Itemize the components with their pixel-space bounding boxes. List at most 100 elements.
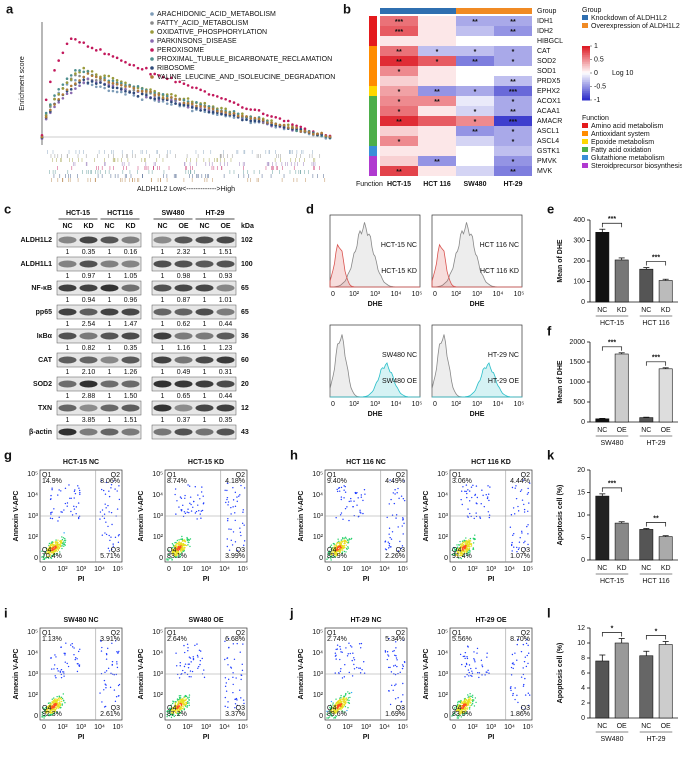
event-dot: [511, 550, 512, 551]
quant-value: 0.98: [177, 273, 191, 280]
event-dot: [398, 498, 399, 499]
event-dot: [176, 547, 177, 548]
event-dot: [225, 686, 226, 687]
gsea-point: [191, 86, 194, 89]
cell-label: **: [396, 119, 402, 126]
event-dot: [78, 518, 79, 519]
event-dot: [335, 655, 336, 656]
event-dot: [178, 699, 179, 700]
event-dot: [459, 701, 460, 702]
x-tick-label: KD: [661, 565, 671, 572]
gsea-point: [78, 41, 81, 44]
event-dot: [342, 549, 343, 550]
colorbar-label: 1: [594, 43, 598, 50]
cell-label: *: [474, 119, 477, 126]
event-dot: [512, 695, 513, 696]
event-dot: [471, 670, 472, 671]
event-dot: [236, 698, 237, 699]
band: [154, 237, 172, 244]
event-dot: [230, 513, 231, 514]
event-dot: [520, 491, 521, 492]
quant-value: 1: [108, 345, 112, 352]
event-dot: [528, 653, 529, 654]
function-title: Function: [356, 181, 383, 188]
event-dot: [118, 685, 119, 686]
event-dot: [523, 685, 524, 686]
event-dot: [462, 549, 463, 550]
event-dot: [343, 697, 344, 698]
event-dot: [78, 502, 79, 503]
event-dot: [351, 646, 352, 647]
event-dot: [489, 486, 490, 487]
band: [196, 357, 214, 364]
y-tick-label: 200: [573, 258, 585, 265]
event-dot: [511, 674, 512, 675]
event-dot: [181, 543, 182, 544]
event-dot: [337, 706, 338, 707]
event-dot: [335, 658, 336, 659]
event-dot: [489, 517, 490, 518]
event-dot: [57, 668, 58, 669]
event-dot: [72, 646, 73, 647]
x-tick-label: 10³: [361, 724, 372, 731]
event-dot: [345, 706, 346, 707]
lane-label: NC: [62, 223, 72, 230]
event-dot: [349, 703, 350, 704]
event-dot: [118, 651, 119, 652]
bar: [640, 529, 653, 560]
event-dot: [470, 699, 471, 700]
band: [101, 357, 119, 364]
event-dot: [462, 540, 463, 541]
event-dot: [53, 702, 54, 703]
gsea-point: [270, 115, 273, 118]
legend-swatch: [582, 131, 588, 136]
x-tick-label: 10⁴: [391, 291, 402, 298]
cell-label: *: [512, 49, 515, 56]
event-dot: [65, 642, 66, 643]
event-dot: [522, 499, 523, 500]
series-label: HCT 116 KD: [480, 268, 519, 275]
gsea-point: [233, 112, 236, 115]
y-tick-label: 0: [444, 555, 448, 562]
gsea-point: [78, 69, 81, 72]
gsea-point: [53, 98, 56, 101]
event-dot: [53, 707, 54, 708]
x-tick-label: 10⁵: [412, 291, 423, 298]
cell-label: *: [474, 109, 477, 116]
event-dot: [469, 693, 470, 694]
legend-label: Antioxidant system: [591, 131, 650, 138]
legend-label: Steroidprecursor biosynthesis: [591, 163, 682, 170]
gsea-point: [74, 72, 77, 75]
event-dot: [525, 657, 526, 658]
event-dot: [189, 546, 190, 547]
event-dot: [516, 547, 517, 548]
function-strip: [369, 136, 377, 146]
event-dot: [388, 547, 389, 548]
bar: [596, 419, 609, 422]
gsea-point: [141, 68, 144, 71]
event-dot: [231, 540, 232, 541]
x-tick-label: 10⁴: [379, 724, 390, 731]
gsea-point: [162, 97, 165, 100]
quant-value: 1.51: [219, 249, 233, 256]
bar: [659, 645, 672, 719]
event-dot: [465, 704, 466, 705]
legend-label: Glutathione metabolism: [591, 155, 665, 162]
event-dot: [60, 705, 61, 706]
band: [59, 237, 77, 244]
event-dot: [487, 485, 488, 486]
y-tick-label: 400: [573, 217, 585, 224]
quant-value: 1: [161, 297, 165, 304]
event-dot: [395, 665, 396, 666]
event-dot: [481, 660, 482, 661]
band: [196, 309, 214, 316]
event-dot: [359, 643, 360, 644]
event-dot: [476, 503, 477, 504]
gsea-point: [145, 90, 148, 93]
event-dot: [112, 661, 113, 662]
event-dot: [397, 488, 398, 489]
band: [122, 405, 140, 412]
event-dot: [176, 665, 177, 666]
series-label: HCT-15 KD: [381, 268, 417, 275]
quant-value: 0.97: [82, 273, 96, 280]
